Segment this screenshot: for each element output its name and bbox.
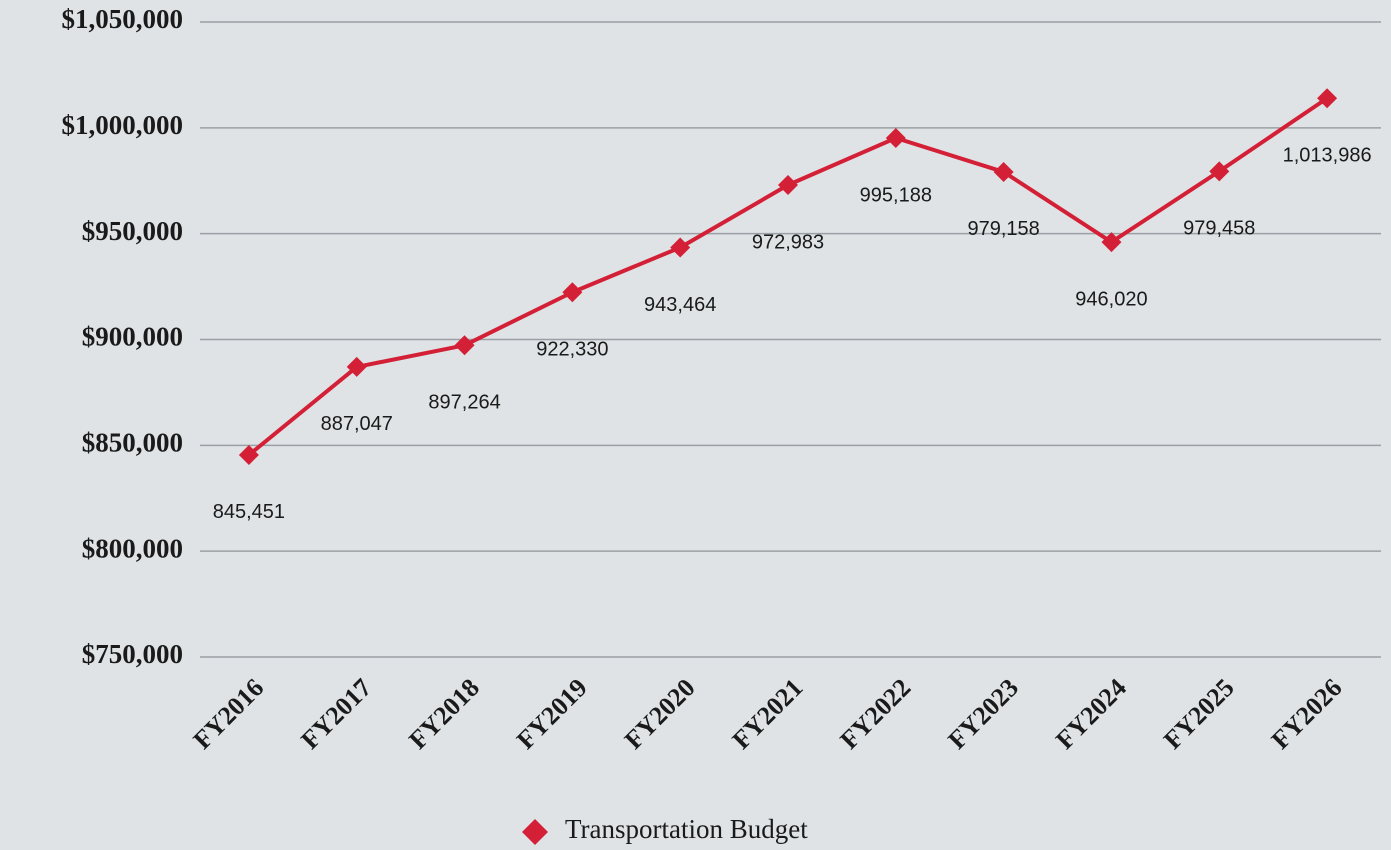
data-label: 979,458 bbox=[1183, 218, 1255, 240]
marker bbox=[1209, 161, 1230, 182]
y-tick-label: $800,000 bbox=[82, 533, 183, 563]
legend-marker bbox=[522, 819, 548, 845]
data-label: 946,020 bbox=[1075, 288, 1147, 310]
marker bbox=[238, 444, 259, 465]
marker bbox=[346, 356, 367, 377]
data-label: 897,264 bbox=[428, 392, 500, 414]
data-label: 995,188 bbox=[860, 184, 932, 206]
marker bbox=[993, 161, 1014, 182]
data-label: 845,451 bbox=[213, 501, 285, 523]
data-label: 972,983 bbox=[752, 231, 824, 253]
y-tick-label: $1,050,000 bbox=[62, 4, 184, 34]
y-tick-label: $750,000 bbox=[82, 639, 183, 669]
marker bbox=[1101, 232, 1122, 253]
data-label: 1,013,986 bbox=[1283, 145, 1372, 167]
marker bbox=[454, 335, 475, 356]
marker bbox=[1317, 88, 1338, 109]
marker bbox=[670, 237, 691, 258]
y-tick-label: $1,000,000 bbox=[62, 110, 184, 140]
data-label: 943,464 bbox=[644, 294, 716, 316]
data-label: 887,047 bbox=[321, 413, 393, 435]
marker bbox=[778, 175, 798, 196]
y-tick-label: $900,000 bbox=[82, 322, 183, 352]
y-tick-label: $950,000 bbox=[82, 216, 183, 246]
marker bbox=[562, 282, 583, 303]
y-tick-label: $850,000 bbox=[82, 428, 183, 458]
data-label: 979,158 bbox=[967, 218, 1039, 240]
legend-label: Transportation Budget bbox=[565, 814, 808, 844]
data-label: 922,330 bbox=[536, 339, 608, 361]
marker bbox=[885, 128, 906, 149]
